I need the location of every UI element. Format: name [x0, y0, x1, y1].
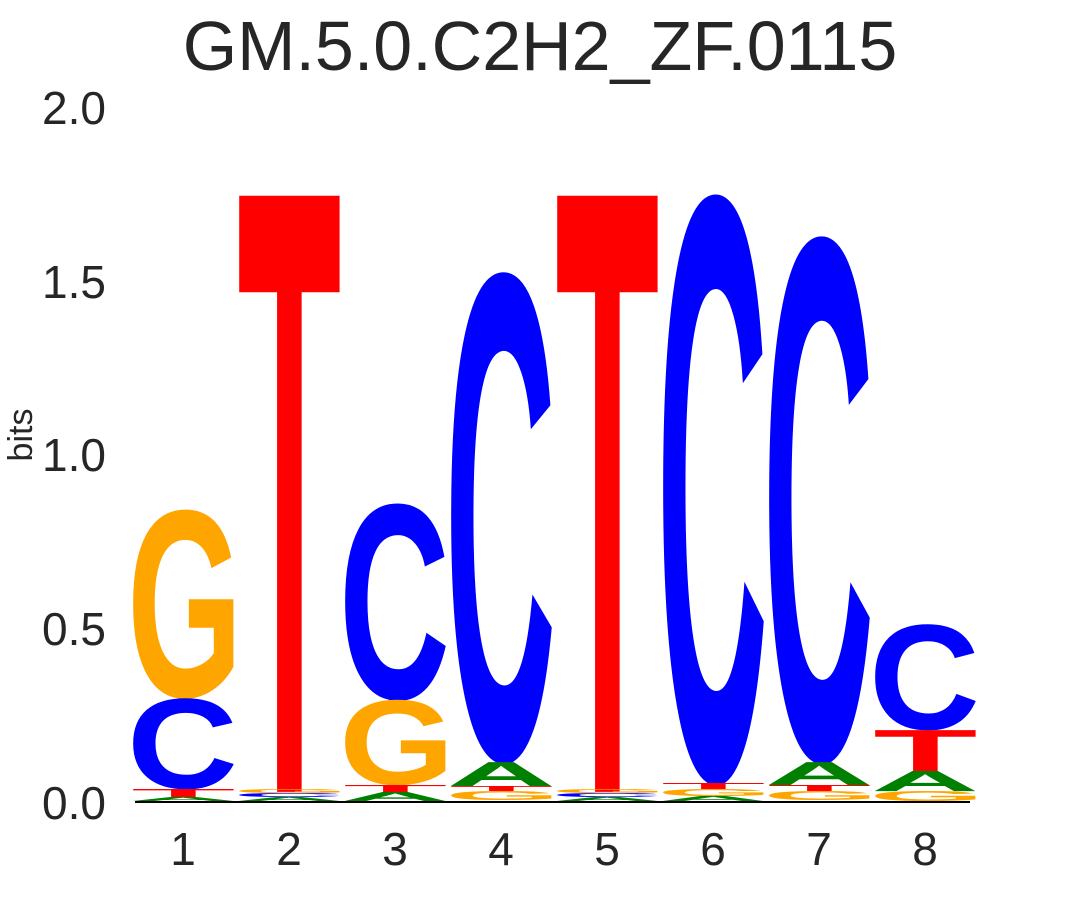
svg-text:A: A	[659, 794, 767, 802]
svg-text:A: A	[235, 796, 343, 802]
svg-text:T: T	[555, 9, 659, 900]
svg-text:A: A	[129, 796, 237, 802]
svg-text:T: T	[237, 9, 341, 900]
svg-text:G: G	[445, 788, 561, 802]
svg-text:A: A	[341, 789, 449, 804]
svg-text:A: A	[553, 796, 661, 802]
svg-text:G: G	[763, 788, 879, 802]
svg-text:G: G	[869, 788, 985, 804]
svg-text:C: C	[657, 24, 768, 900]
